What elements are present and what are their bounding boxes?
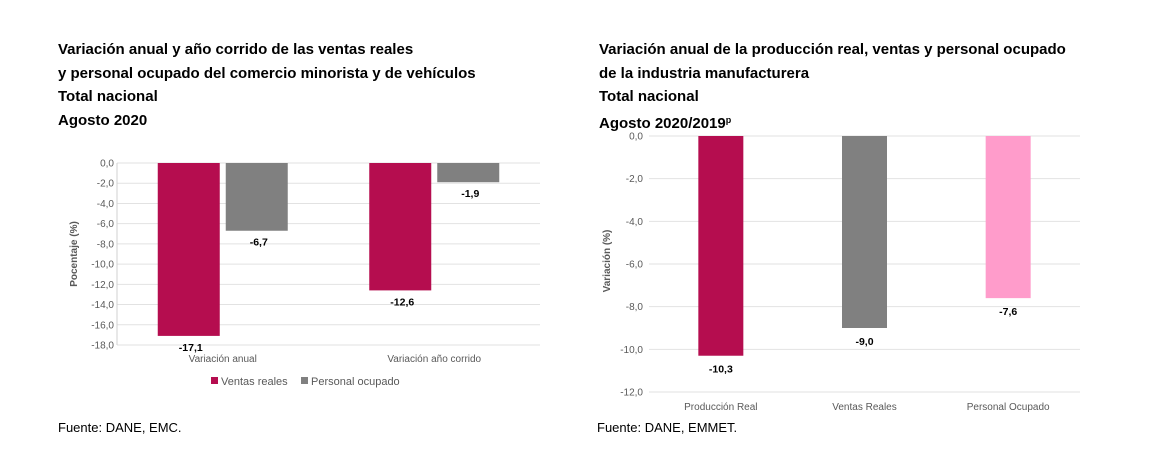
left-bar-data-label: -12,6 — [390, 296, 414, 308]
right-title-line-2: de la industria manufacturera — [599, 64, 810, 82]
left-title-line-1: Variación anual y año corrido de las ven… — [58, 41, 414, 58]
left-bar-data-label: -17,1 — [179, 342, 203, 354]
right-category-label: Producción Real — [684, 402, 757, 413]
right-title-line-4: Agosto 2020/2019p — [599, 109, 1066, 136]
right-y-tick-label: -8,0 — [626, 302, 644, 313]
right-title-superscript: p — [725, 114, 732, 125]
left-title-line-2: y personal ocupado del comercio minorist… — [58, 64, 476, 82]
left-bar — [437, 163, 500, 183]
left-chart-title: Variación anual y año corrido de las ven… — [58, 38, 476, 132]
right-bar — [842, 136, 887, 328]
right-title-line-1: Variación anual de la producción real, v… — [599, 41, 1066, 58]
left-y-tick-label: -10,0 — [91, 260, 114, 271]
right-y-tick-label: -6,0 — [626, 260, 644, 271]
left-source-note: Fuente: DANE, EMC. — [58, 420, 182, 435]
right-bar — [985, 136, 1031, 299]
left-y-tick-label: -2,0 — [97, 179, 115, 190]
left-y-tick-label: -18,0 — [91, 341, 114, 352]
left-chart-panel: Variación anual y año corrido de las ven… — [58, 38, 540, 435]
left-y-tick-label: 0,0 — [100, 159, 114, 170]
left-legend-label: Personal ocupado — [311, 376, 400, 388]
right-y-tick-label: -10,0 — [620, 345, 643, 356]
right-y-axis-title: Variación (%) — [602, 230, 613, 293]
right-bar-data-label: -7,6 — [999, 306, 1017, 318]
left-y-tick-label: -16,0 — [91, 320, 114, 331]
right-category-label: Personal Ocupado — [967, 402, 1050, 413]
left-y-tick-label: -6,0 — [97, 219, 115, 230]
left-bar — [157, 163, 220, 336]
left-category-label: Variación anual — [189, 354, 257, 365]
right-bar — [698, 136, 744, 356]
left-bar — [225, 163, 288, 231]
right-y-tick-label: -2,0 — [626, 174, 644, 185]
left-bar-data-label: -1,9 — [461, 188, 479, 200]
left-category-label: Variación año corrido — [387, 354, 481, 365]
left-legend-swatch — [211, 377, 218, 384]
left-bar-data-label: -6,7 — [250, 237, 268, 249]
right-y-tick-label: 0,0 — [629, 132, 643, 143]
right-y-tick-label: -12,0 — [620, 388, 643, 399]
left-y-tick-label: -14,0 — [91, 300, 114, 311]
left-legend-label: Ventas reales — [221, 376, 288, 388]
right-chart-panel: Variación anual de la producción real, v… — [577, 0, 1154, 468]
left-bar — [369, 163, 432, 291]
right-bar-data-label: -9,0 — [855, 336, 873, 348]
right-title-line-3: Total nacional — [599, 88, 699, 105]
right-bar-data-label: -10,3 — [709, 364, 733, 376]
left-y-tick-label: -12,0 — [91, 280, 114, 291]
right-source-note: Fuente: DANE, EMMET. — [597, 420, 738, 435]
right-title-date: Agosto 2020/2019 — [599, 114, 726, 132]
right-chart-title: Variación anual de la producción real, v… — [599, 38, 1066, 135]
left-bar-chart: 0,0 -2,0 -4,0 -6,0 -8,0 -10,0 -12,0 -14,0 -16,0 -… — [69, 159, 540, 388]
left-title-line-3: Total nacional — [58, 88, 158, 105]
right-bar-chart: 0,0 -2,0 -4,0 -6,0 -8,0 -10,0 -12,0 Variación (… — [602, 132, 1080, 413]
left-y-axis-title: Pocentaje (%) — [69, 221, 80, 287]
left-y-tick-label: -4,0 — [97, 199, 115, 210]
right-category-label: Ventas Reales — [832, 402, 897, 413]
right-y-tick-label: -4,0 — [626, 217, 644, 228]
left-title-line-4: Agosto 2020 — [58, 111, 148, 129]
left-y-tick-label: -8,0 — [97, 239, 115, 250]
left-legend-swatch — [301, 377, 308, 384]
